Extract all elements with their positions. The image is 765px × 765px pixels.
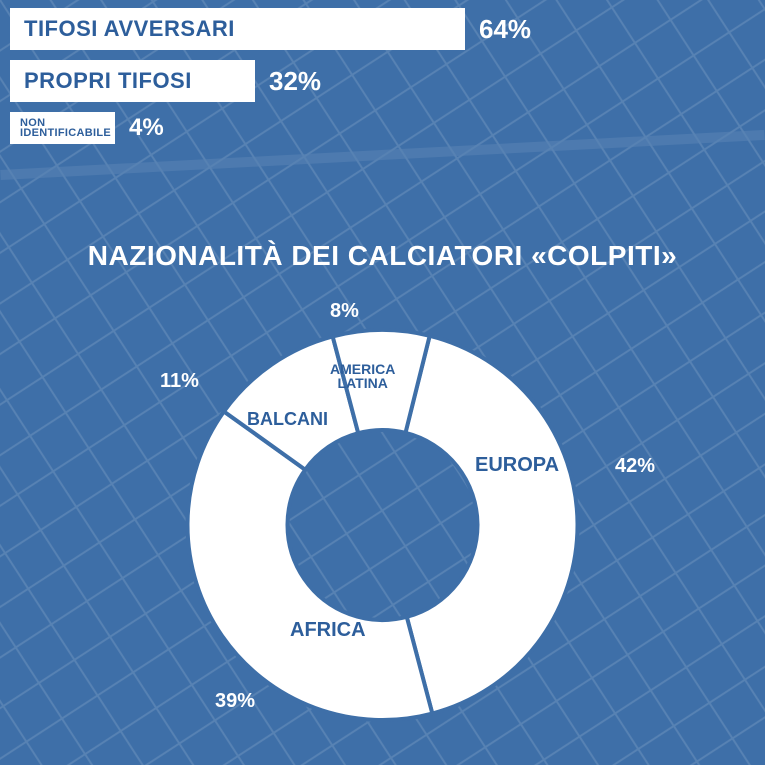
donut-name-europa: EUROPA	[475, 455, 559, 475]
bar-label-2: NON IDENTIFICABILE	[20, 118, 111, 139]
donut-pct-america-latina: 8%	[330, 300, 359, 323]
bar-pct-1: 32%	[269, 66, 321, 97]
donut-pct-balcani: 11%	[160, 370, 199, 393]
bar-row-2: NON IDENTIFICABILE 4%	[10, 112, 750, 144]
donut-name-africa: AFRICA	[290, 620, 366, 640]
donut-name-america-latina: AMERICALATINA	[330, 362, 395, 390]
donut-chart: 42%EUROPA39%AFRICA11%BALCANI8%AMERICALAT…	[0, 310, 765, 750]
donut-pct-africa: 39%	[215, 690, 255, 713]
bar-0: TIFOSI AVVERSARI	[10, 8, 465, 50]
bar-row-1: PROPRI TIFOSI 32%	[10, 60, 750, 102]
chart-title: NAZIONALITÀ DEI CALCIATORI «COLPITI»	[0, 240, 765, 272]
bar-pct-2: 4%	[129, 114, 164, 142]
donut-slice-europa	[405, 336, 577, 714]
bar-chart: TIFOSI AVVERSARI 64% PROPRI TIFOSI 32% N…	[10, 8, 750, 154]
bar-label-1: PROPRI TIFOSI	[24, 68, 192, 94]
bar-row-0: TIFOSI AVVERSARI 64%	[10, 8, 750, 50]
donut-pct-europa: 42%	[615, 455, 655, 478]
bar-label-0: TIFOSI AVVERSARI	[24, 16, 235, 42]
donut-name-balcani: BALCANI	[247, 410, 328, 428]
bar-pct-0: 64%	[479, 14, 531, 45]
bar-2: NON IDENTIFICABILE	[10, 112, 115, 144]
bar-1: PROPRI TIFOSI	[10, 60, 255, 102]
